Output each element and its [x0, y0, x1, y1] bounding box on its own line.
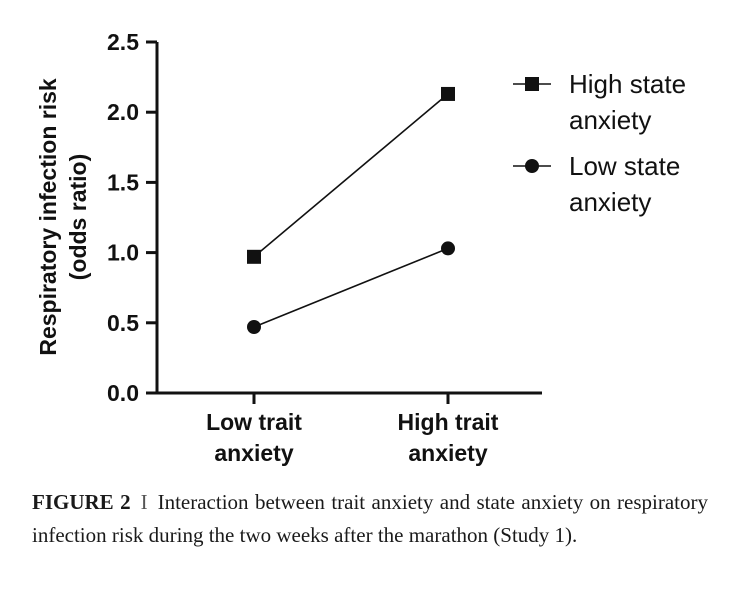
series-layer — [247, 86, 455, 335]
y-tick-label: 2.0 — [107, 99, 139, 125]
y-tick-label: 1.5 — [107, 169, 139, 195]
y-axis-title-line: Respiratory infection risk — [35, 78, 61, 356]
data-point — [247, 320, 261, 335]
series-square — [247, 86, 455, 264]
series-circle — [247, 241, 455, 335]
series-line — [253, 93, 449, 258]
legend: High state anxiety Low state anxiety — [513, 69, 686, 217]
x-tick-label: Low trait anxiety — [206, 409, 302, 466]
y-tick-label: 0.0 — [107, 380, 139, 406]
x-tick-label: High trait anxiety — [398, 409, 499, 466]
x-axis: Low trait anxiety High trait anxiety — [157, 391, 542, 466]
y-axis-title-text: Respiratory infection risk (odds ratio) — [35, 78, 91, 356]
data-point — [441, 86, 455, 101]
caption-separator: I — [140, 490, 148, 514]
y-tick-label: 1.0 — [107, 240, 139, 266]
legend-label: Low state anxiety — [569, 151, 680, 217]
legend-label: High state anxiety — [569, 69, 686, 135]
y-tick-label: 2.5 — [107, 29, 139, 55]
y-axis-title-line: (odds ratio) — [65, 154, 91, 281]
legend-marker — [525, 159, 539, 173]
legend-label-line: Low state — [569, 151, 680, 181]
y-axis: 0.0 0.5 1.0 1.5 2.0 2.5 — [107, 29, 159, 406]
x-tick-label-line: High trait — [398, 409, 499, 435]
legend-item: High state anxiety — [513, 69, 686, 135]
legend-label-line: anxiety — [569, 187, 651, 217]
caption-label: FIGURE 2 — [32, 490, 131, 514]
x-tick-label-line: anxiety — [408, 440, 487, 466]
figure-caption: FIGURE 2 I Interaction between trait anxie… — [32, 486, 708, 552]
legend-label-line: High state — [569, 69, 686, 99]
caption-text: Interaction between trait anxiety and st… — [32, 490, 708, 547]
y-axis-title: Respiratory infection risk (odds ratio) — [35, 78, 91, 356]
data-point — [441, 241, 455, 256]
data-point — [247, 249, 261, 264]
chart: 0.00.51.01.52.02.5 Low trait anxietyHigh … — [35, 29, 686, 466]
legend-item: Low state anxiety — [513, 151, 680, 217]
series-line — [253, 247, 449, 328]
legend-label-line: anxiety — [569, 105, 651, 135]
x-tick-label-line: Low trait — [206, 409, 302, 435]
x-tick-label-line: anxiety — [214, 440, 293, 466]
y-tick-label: 0.5 — [107, 310, 139, 336]
legend-marker — [525, 77, 539, 91]
